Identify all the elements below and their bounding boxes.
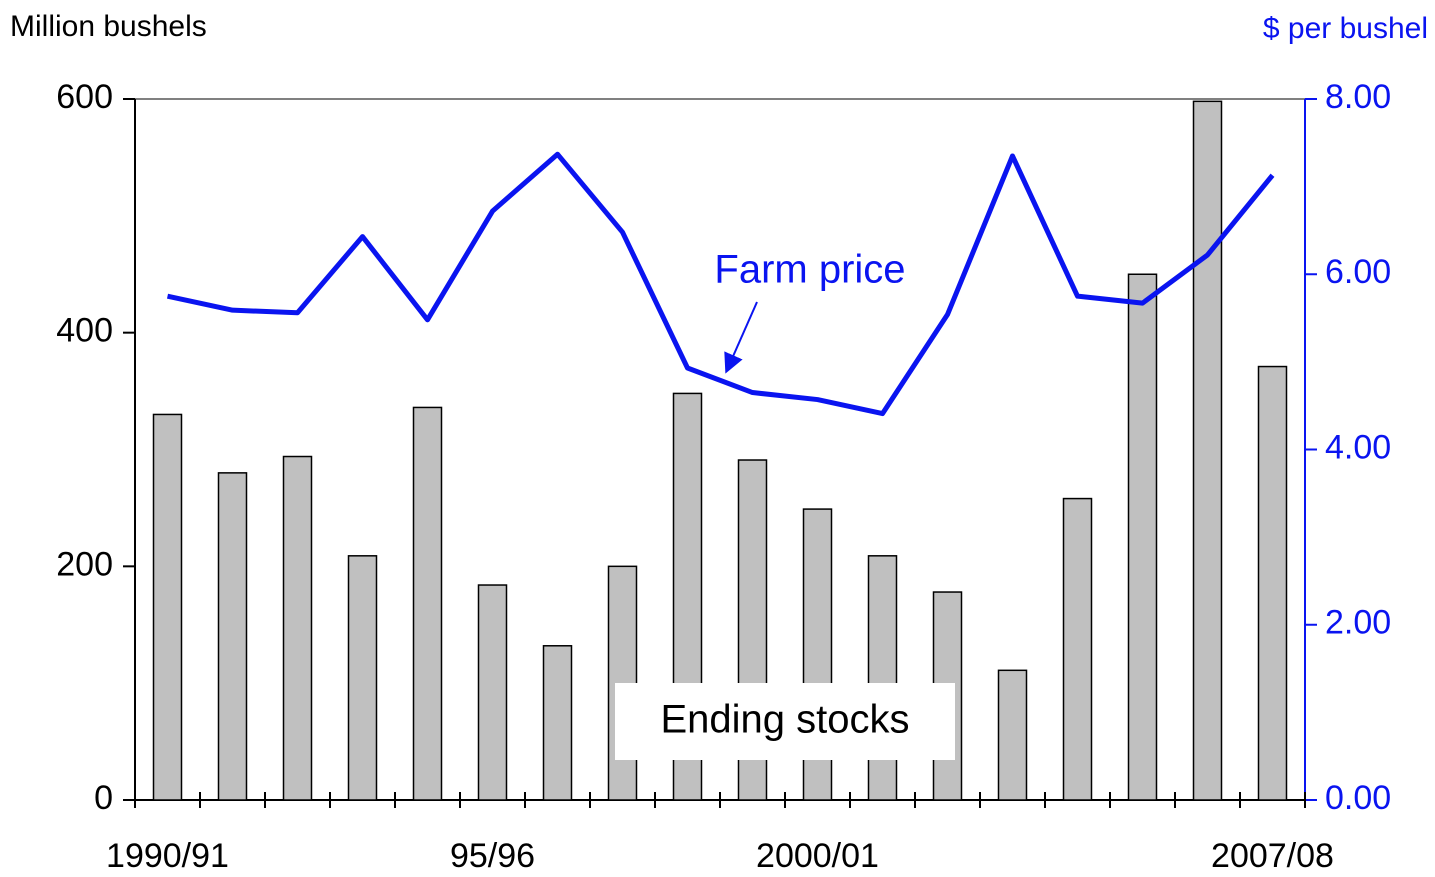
bar	[412, 406, 443, 801]
bar	[477, 584, 508, 801]
bar	[347, 555, 378, 801]
line	[166, 151, 1275, 417]
y-tick-label: 600	[56, 78, 113, 116]
bar	[1192, 100, 1223, 801]
x-tick-label: 1990/91	[106, 837, 229, 872]
y2-tick-label: 0.00	[1325, 779, 1391, 817]
y2-tick-label: 2.00	[1325, 604, 1391, 642]
y2-tick-label: 6.00	[1325, 253, 1391, 291]
bar	[997, 669, 1028, 801]
y-tick-label: 0	[94, 779, 113, 817]
legend-label: Farm price	[714, 248, 905, 292]
x-tick-label: 2000/01	[756, 837, 879, 872]
y-tick-label: 400	[56, 312, 113, 350]
x-tick-label: 2007/08	[1211, 837, 1334, 872]
y2-axis-label: $ per bushel	[1263, 12, 1428, 45]
x-tick-label: 95/96	[450, 837, 535, 872]
y-tick-label: 200	[56, 545, 113, 583]
bar	[1127, 273, 1158, 801]
y2-tick-label: 4.00	[1325, 428, 1391, 466]
bar	[542, 645, 573, 801]
bar	[217, 472, 248, 801]
label-box	[615, 683, 955, 760]
bar	[1257, 365, 1288, 801]
bar	[867, 555, 898, 801]
y-axis-label: Million bushels	[10, 10, 207, 43]
annotation-arrow	[724, 301, 758, 374]
bar	[1062, 497, 1093, 801]
y2-tick-label: 8.00	[1325, 78, 1391, 116]
legend-label: Ending stocks	[660, 698, 909, 742]
bar	[152, 413, 183, 801]
bar	[282, 455, 313, 801]
